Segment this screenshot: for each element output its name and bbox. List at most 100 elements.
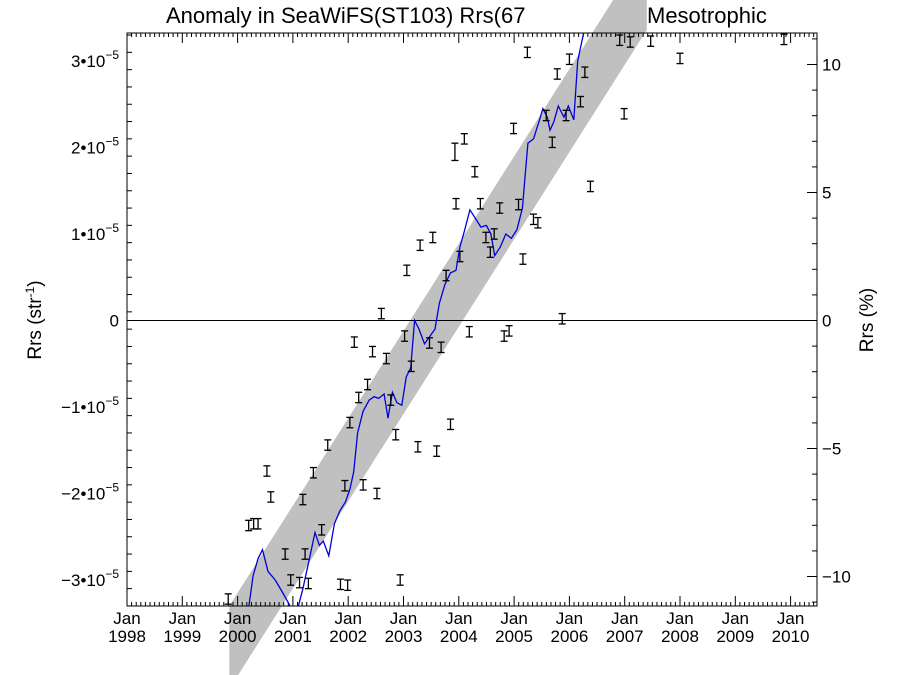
errorbar-point: [263, 465, 271, 477]
y-tick-mantissa: 1•10: [71, 225, 105, 244]
errorbar-point: [355, 391, 363, 404]
x-tick-label-year: 2000: [219, 627, 257, 646]
y-tick-label: −1•10−5: [61, 394, 119, 417]
errorbar-point: [486, 246, 494, 259]
x-tick-label-year: 2006: [550, 627, 588, 646]
y-tick-label: 0: [110, 312, 119, 331]
x-tick-label-year: 2004: [440, 627, 478, 646]
errorbar-point: [387, 394, 395, 406]
errorbar-point: [373, 487, 381, 500]
errorbar-point: [500, 330, 508, 342]
y-right-tick-label: 10: [822, 56, 841, 75]
errorbar-point: [324, 439, 332, 451]
errorbar-point: [510, 122, 518, 135]
errorbar-point: [304, 577, 312, 590]
errorbar-point: [301, 548, 309, 560]
errorbar-point: [496, 202, 504, 214]
errorbar-point: [505, 325, 513, 337]
errorbar-point: [565, 53, 573, 66]
x-tick-label-month: Jan: [169, 609, 196, 628]
errorbar-point: [581, 66, 589, 79]
errorbar-point: [359, 479, 367, 491]
errorbar-point: [281, 548, 289, 560]
errorbar-point: [529, 213, 537, 226]
errorbar-point: [534, 216, 542, 229]
y-axis-labels-right: 10 5 0 −5 −10: [822, 56, 851, 587]
errorbar-points: [224, 33, 788, 605]
errorbar-point: [471, 165, 479, 178]
errorbar-point: [267, 491, 275, 503]
errorbar-point: [447, 418, 455, 431]
plot-frame: [126, 32, 818, 607]
errorbar-point: [377, 307, 385, 320]
y-tick-label: −2•10−5: [61, 481, 119, 504]
errorbar-point: [456, 250, 464, 263]
errorbar-point: [515, 198, 523, 211]
errorbar-point: [364, 378, 372, 391]
y-tick-label: 1•10−5: [71, 221, 119, 244]
y-tick-mantissa: 2•10: [71, 139, 105, 158]
errorbar-point: [407, 360, 415, 373]
y-tick-exponent: −5: [105, 135, 119, 149]
errorbar-point: [309, 466, 317, 479]
y-tick-exponent: −5: [105, 394, 119, 408]
y-tick-label: −3•10−5: [61, 567, 119, 590]
x-tick-label-year: 2010: [772, 627, 810, 646]
errorbar-point: [403, 264, 411, 277]
x-tick-label-year: 2001: [274, 627, 312, 646]
x-tick-label-month: Jan: [556, 609, 583, 628]
errorbar-point: [460, 133, 468, 145]
errorbar-point: [548, 136, 556, 149]
errorbar-point: [287, 574, 295, 586]
errorbar-point: [245, 519, 253, 532]
y-axis-title-left-base: Rrs (str: [25, 297, 46, 360]
y-tick-exponent: −5: [105, 221, 119, 235]
errorbar-point: [341, 479, 349, 492]
errorbar-point: [414, 440, 422, 453]
y-tick-label: 2•10−5: [71, 135, 119, 158]
errorbar-point: [344, 579, 352, 592]
x-tick-label-year: 2003: [385, 627, 423, 646]
y-axis-title-left-close: ): [25, 280, 46, 286]
x-tick-label-year: 2002: [329, 627, 367, 646]
x-tick-label-year: 2009: [716, 627, 754, 646]
errorbar-point: [369, 345, 377, 358]
errorbar-point: [553, 68, 561, 80]
errorbar-point: [780, 33, 788, 46]
x-tick-label-month: Jan: [113, 609, 140, 628]
y-axis-title-right: Rrs (%): [857, 288, 878, 352]
series-line: [248, 33, 585, 606]
y-right-tick-label: 0: [822, 312, 831, 331]
chart-title: Anomaly in SeaWiFS(ST103) Rrs(67: [166, 3, 525, 28]
errorbar-point: [482, 231, 490, 244]
x-tick-label-month: Jan: [722, 609, 749, 628]
errorbar-point: [429, 231, 437, 244]
y-tick-mantissa: 3•10: [71, 52, 105, 71]
y-axis-title-left-exp: -1: [23, 286, 37, 297]
x-tick-label-month: Jan: [611, 609, 638, 628]
x-tick-label-year: 2008: [661, 627, 699, 646]
errorbar-point: [476, 197, 484, 210]
y-right-tick-label: −10: [822, 568, 851, 587]
chart-title-suffix: Mesotrophic: [647, 3, 767, 28]
errorbar-point: [452, 197, 460, 210]
errorbar-point: [318, 523, 326, 536]
errorbar-point: [519, 253, 527, 265]
axis-ticks: [126, 33, 817, 607]
errorbar-point: [626, 36, 634, 48]
x-tick-label-month: Jan: [500, 609, 527, 628]
x-tick-label-month: Jan: [224, 609, 251, 628]
errorbar-point: [558, 312, 566, 325]
errorbar-point: [299, 493, 307, 506]
errorbar-point: [676, 52, 684, 65]
x-tick-label-month: Jan: [445, 609, 472, 628]
errorbar-point: [392, 428, 400, 441]
y-right-tick-label: −5: [822, 440, 841, 459]
errorbar-point: [576, 95, 584, 108]
errorbar-point: [425, 337, 433, 349]
errorbar-point: [437, 341, 445, 354]
errorbar-point: [542, 109, 550, 122]
errorbar-point: [490, 228, 498, 240]
y-tick-label: 3•10−5: [71, 48, 119, 71]
y-tick-exponent: −5: [105, 567, 119, 581]
